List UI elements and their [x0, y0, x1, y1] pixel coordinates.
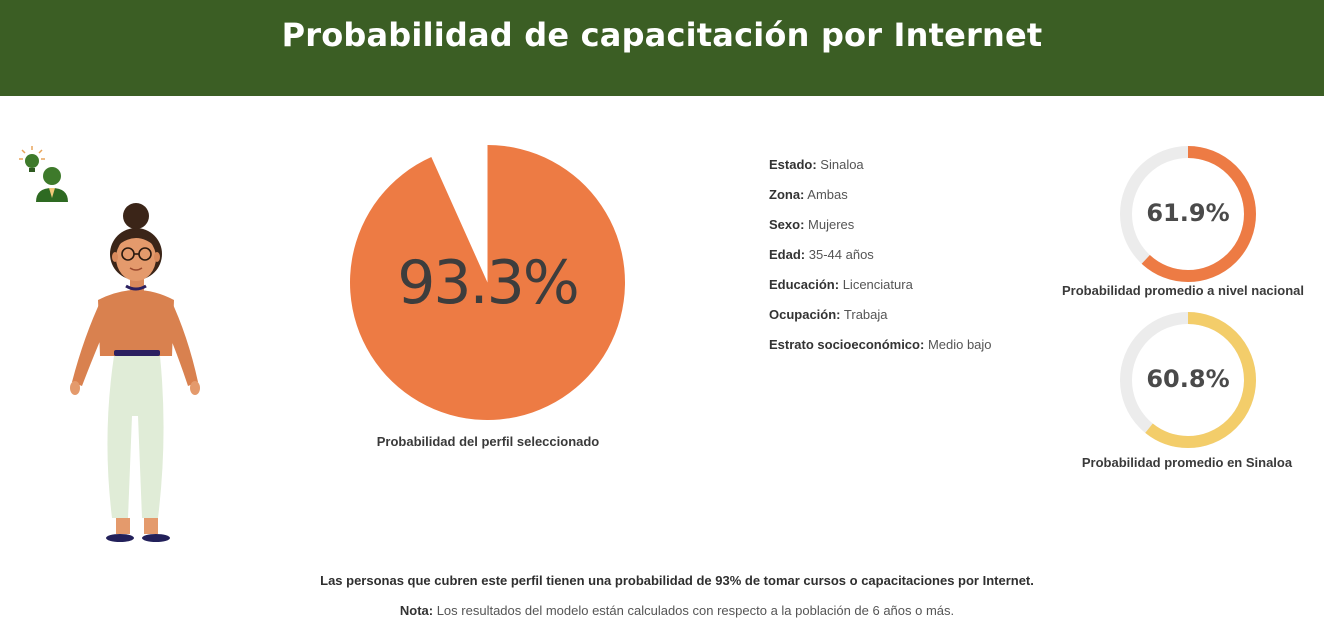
profile-probability-value: 93.3%: [397, 248, 580, 318]
profile-value: Mujeres: [808, 217, 855, 232]
national-average-chart: [1118, 144, 1258, 284]
profile-probability-chart: [350, 145, 625, 420]
ring-progress-state: [1120, 312, 1256, 448]
idea-person-icon: [19, 146, 68, 202]
profile-row: Sexo: Mujeres: [769, 216, 994, 234]
profile-row: Zona: Ambas: [769, 186, 994, 204]
profile-row: Estrato socioeconómico: Medio bajo: [769, 336, 994, 354]
profile-value: Ambas: [807, 187, 848, 202]
profile-value: Licenciatura: [842, 277, 913, 292]
profile-row: Ocupación: Trabaja: [769, 306, 994, 324]
page-header: Probabilidad de capacitación por Interne…: [0, 0, 1324, 96]
national-average-label: Probabilidad promedio a nivel nacional: [1062, 283, 1304, 298]
note-body: Los resultados del modelo están calculad…: [436, 603, 955, 618]
state-average-chart: [1118, 310, 1258, 450]
profile-row: Estado: Sinaloa: [769, 156, 994, 174]
note-key: Nota:: [399, 603, 434, 618]
woman-avatar: [70, 203, 200, 542]
ring-progress-national: [1120, 146, 1256, 282]
state-average-value: 60.8%: [1146, 365, 1230, 393]
pie-slice-probability: [350, 145, 625, 420]
profile-key: Estado:: [769, 157, 817, 172]
profile-details: Estado: Sinaloa Zona: Ambas Sexo: Mujeres E…: [769, 156, 994, 366]
national-average-value: 61.9%: [1146, 199, 1230, 227]
profile-key: Estrato socioeconómico:: [769, 337, 925, 352]
profile-key: Ocupación:: [769, 307, 841, 322]
note-text: Nota: Los resultados del modelo están ca…: [0, 603, 1324, 618]
page-title: Probabilidad de capacitación por Interne…: [281, 16, 1043, 54]
profile-probability-label: Probabilidad del perfil seleccionado: [376, 434, 600, 449]
profile-value: Trabaja: [843, 307, 888, 322]
profile-value: Medio bajo: [927, 337, 992, 352]
state-average-label: Probabilidad promedio en Sinaloa: [1081, 455, 1293, 470]
profile-key: Sexo:: [769, 217, 805, 232]
profile-key: Educación:: [769, 277, 840, 292]
profile-row: Edad: 35-44 años: [769, 246, 994, 264]
profile-row: Educación: Licenciatura: [769, 276, 994, 294]
summary-text: Las personas que cubren este perfil tien…: [320, 573, 1034, 588]
profile-value: 35-44 años: [808, 247, 874, 262]
profile-key: Zona:: [769, 187, 805, 202]
profile-key: Edad:: [769, 247, 806, 262]
profile-value: Sinaloa: [820, 157, 864, 172]
